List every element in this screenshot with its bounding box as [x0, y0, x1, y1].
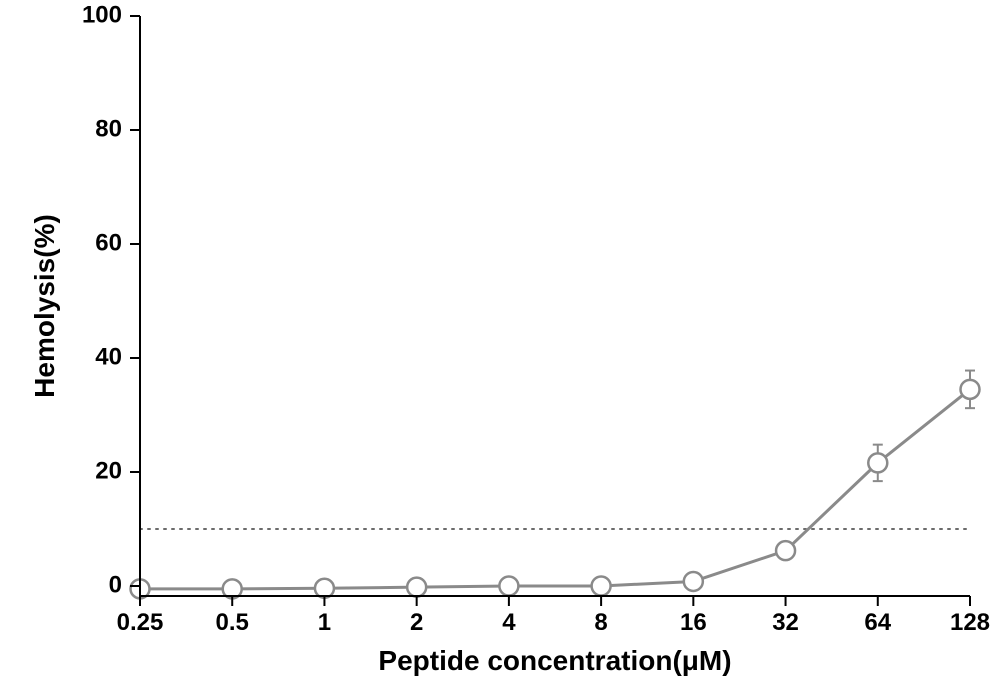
- y-tick-label: 20: [95, 457, 122, 484]
- x-tick-label: 1: [318, 609, 331, 636]
- data-marker: [684, 572, 703, 591]
- y-tick-label: 60: [95, 229, 122, 256]
- data-marker: [407, 578, 426, 597]
- x-tick-label: 64: [864, 609, 891, 636]
- x-tick-label: 16: [680, 609, 707, 636]
- y-tick-label: 40: [95, 343, 122, 370]
- hemolysis-chart: 0 20 40 60 80 100 0.25 0.5 1 2 4 8 16 32 64 128 Hemolysi…: [0, 0, 1000, 695]
- data-marker: [868, 453, 887, 472]
- y-tick-label: 100: [82, 1, 122, 28]
- data-marker: [315, 579, 334, 598]
- x-tick-label: 0.25: [117, 609, 164, 636]
- y-axis-title: Hemolysis(%): [29, 214, 60, 398]
- data-marker: [592, 577, 611, 596]
- x-tick-label: 128: [950, 609, 990, 636]
- x-tick-label: 32: [772, 609, 799, 636]
- x-axis-title: Peptide concentration(μM): [378, 645, 731, 676]
- data-marker: [776, 541, 795, 560]
- data-marker: [961, 380, 980, 399]
- x-tick-label: 4: [502, 609, 516, 636]
- x-tick-label: 0.5: [216, 609, 249, 636]
- x-tick-label: 2: [410, 609, 423, 636]
- y-tick-label: 80: [95, 115, 122, 142]
- x-tick-label: 8: [594, 609, 607, 636]
- chart-svg: 0 20 40 60 80 100 0.25 0.5 1 2 4 8 16 32 64 128 Hemolysi…: [0, 0, 1000, 695]
- y-tick-label: 0: [109, 571, 122, 598]
- data-marker: [499, 577, 518, 596]
